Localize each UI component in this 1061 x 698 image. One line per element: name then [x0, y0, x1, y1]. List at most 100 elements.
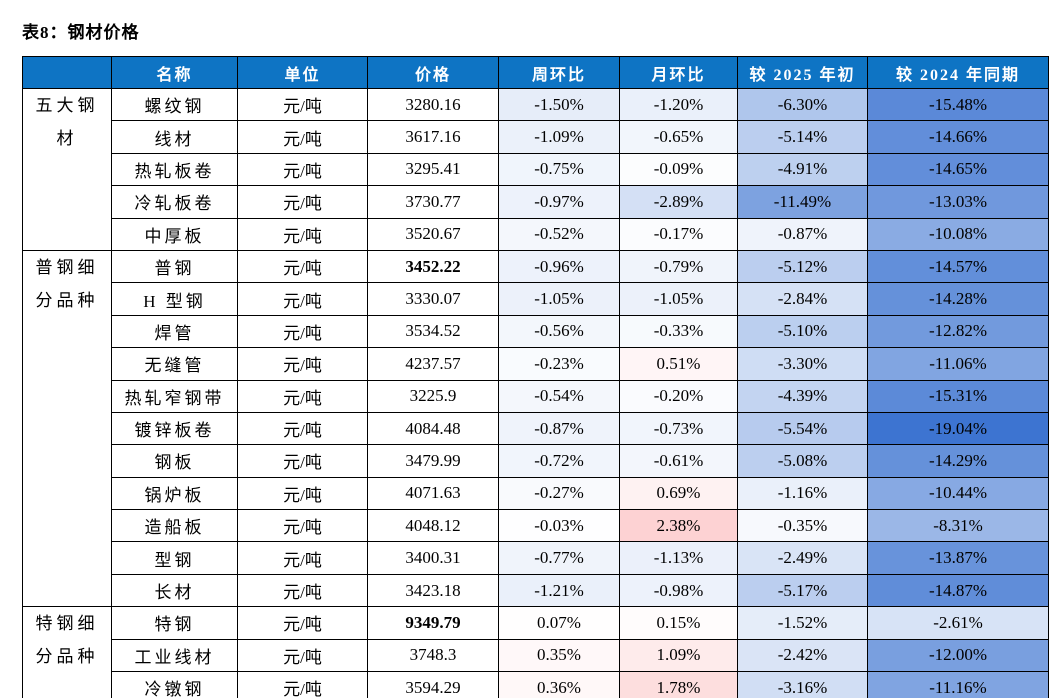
row-name-cell: 热轧窄钢带	[111, 379, 238, 413]
table-row: 无缝管 元/吨 4237.57 -0.23% 0.51% -3.30% -11.06%	[23, 347, 1049, 381]
row-price-cell: 3225.9	[367, 379, 499, 413]
row-name-cell: 中厚板	[111, 217, 238, 251]
table-row: 特钢细 分品种 特钢 元/吨 9349.79 0.07% 0.15% -1.52% -2.61…	[22, 606, 1049, 698]
row-yoy-cell: -14.28%	[867, 282, 1049, 316]
table-row: 普钢细 分品种 普钢 元/吨 3452.22 -0.96% -0.79% -5.12% -14…	[22, 249, 1049, 608]
table-row: 中厚板 元/吨 3520.67 -0.52% -0.17% -0.87% -10.08%	[23, 217, 1049, 251]
row-unit-cell: 元/吨	[237, 509, 368, 543]
row-price-cell: 4071.63	[367, 476, 499, 511]
row-ytd-cell: -2.49%	[737, 541, 868, 575]
row-name-cell: 螺纹钢	[111, 87, 238, 122]
row-ytd-cell: -5.12%	[737, 249, 868, 284]
row-ytd-cell: -5.54%	[737, 411, 868, 446]
table-row: 线材 元/吨 3617.16 -1.09% -0.65% -5.14% -14.66%	[23, 120, 1049, 154]
row-mom-cell: -0.09%	[619, 152, 738, 187]
group-label: 特钢细 分品种	[22, 606, 112, 698]
row-unit-cell: 元/吨	[237, 152, 368, 187]
row-unit-cell: 元/吨	[237, 411, 368, 446]
row-ytd-cell: -11.49%	[737, 185, 868, 219]
table-row: 长材 元/吨 3423.18 -1.21% -0.98% -5.17% -14.87%	[23, 573, 1049, 608]
header-unit: 单位	[237, 56, 368, 89]
row-yoy-cell: -12.82%	[867, 314, 1049, 349]
row-yoy-cell: -10.08%	[867, 217, 1049, 251]
row-price-cell: 3452.22	[367, 249, 499, 284]
row-mom-cell: -0.73%	[619, 411, 738, 446]
row-unit-cell: 元/吨	[237, 638, 368, 673]
row-wow-cell: -0.72%	[498, 444, 620, 478]
row-name-cell: 冷镦钢	[111, 671, 238, 698]
row-yoy-cell: -13.03%	[867, 185, 1049, 219]
row-unit-cell: 元/吨	[237, 379, 368, 413]
table-row: 镀锌板卷 元/吨 4084.48 -0.87% -0.73% -5.54% -19.04%	[23, 411, 1049, 446]
row-price-cell: 9349.79	[367, 606, 499, 640]
row-ytd-cell: -5.08%	[737, 444, 868, 478]
row-yoy-cell: -13.87%	[867, 541, 1049, 575]
row-price-cell: 3594.29	[367, 671, 499, 698]
header-wow: 周环比	[498, 56, 620, 89]
row-unit-cell: 元/吨	[237, 282, 368, 316]
row-wow-cell: 0.36%	[498, 671, 620, 698]
table-row: H 型钢 元/吨 3330.07 -1.05% -1.05% -2.84% -14.28%	[23, 282, 1049, 316]
row-yoy-cell: -14.66%	[867, 120, 1049, 154]
row-price-cell: 4084.48	[367, 411, 499, 446]
row-ytd-cell: -5.17%	[737, 573, 868, 608]
row-wow-cell: -0.77%	[498, 541, 620, 575]
row-yoy-cell: -11.06%	[867, 347, 1049, 381]
row-wow-cell: -1.21%	[498, 573, 620, 608]
row-name-cell: 镀锌板卷	[111, 411, 238, 446]
row-mom-cell: -0.20%	[619, 379, 738, 413]
row-name-cell: 造船板	[111, 509, 238, 543]
row-unit-cell: 元/吨	[237, 606, 368, 640]
row-price-cell: 3295.41	[367, 152, 499, 187]
row-wow-cell: -0.87%	[498, 411, 620, 446]
table-row: 冷轧板卷 元/吨 3730.77 -0.97% -2.89% -11.49% -13.03%	[23, 185, 1049, 219]
table-row: 工业线材 元/吨 3748.3 0.35% 1.09% -2.42% -12.00%	[23, 638, 1049, 673]
row-price-cell: 3330.07	[367, 282, 499, 316]
group-label: 普钢细 分品种	[22, 249, 112, 608]
row-yoy-cell: -11.16%	[867, 671, 1049, 698]
row-price-cell: 4237.57	[367, 347, 499, 381]
group-label: 五大钢 材	[22, 88, 112, 251]
row-yoy-cell: -15.31%	[867, 379, 1049, 413]
row-mom-cell: 0.69%	[619, 476, 738, 511]
row-wow-cell: -0.75%	[498, 152, 620, 187]
row-unit-cell: 元/吨	[237, 249, 368, 284]
row-name-cell: 冷轧板卷	[111, 185, 238, 219]
header-mom: 月环比	[619, 56, 738, 89]
row-yoy-cell: -12.00%	[867, 638, 1049, 673]
row-wow-cell: -0.54%	[498, 379, 620, 413]
row-mom-cell: -0.33%	[619, 314, 738, 349]
row-mom-cell: 2.38%	[619, 509, 738, 543]
table-row: 型钢 元/吨 3400.31 -0.77% -1.13% -2.49% -13.87%	[23, 541, 1049, 575]
header-name: 名称	[111, 56, 238, 89]
header-row: 名称 单位 价格 周环比 月环比 较 2025 年初 较 2024 年同期	[22, 56, 1049, 89]
header-vs-2025-start: 较 2025 年初	[737, 56, 868, 89]
row-price-cell: 3748.3	[367, 638, 499, 673]
row-unit-cell: 元/吨	[237, 314, 368, 349]
row-name-cell: H 型钢	[111, 282, 238, 316]
table-row: 热轧窄钢带 元/吨 3225.9 -0.54% -0.20% -4.39% -15.31%	[23, 379, 1049, 413]
row-yoy-cell: -19.04%	[867, 411, 1049, 446]
row-wow-cell: 0.07%	[498, 606, 620, 640]
row-yoy-cell: -14.87%	[867, 573, 1049, 608]
row-wow-cell: -1.09%	[498, 120, 620, 154]
row-ytd-cell: -2.42%	[737, 638, 868, 673]
row-unit-cell: 元/吨	[237, 120, 368, 154]
row-unit-cell: 元/吨	[237, 347, 368, 381]
row-price-cell: 3479.99	[367, 444, 499, 478]
table-row: 冷镦钢 元/吨 3594.29 0.36% 1.78% -3.16% -11.16%	[23, 671, 1049, 698]
row-yoy-cell: -2.61%	[867, 606, 1049, 640]
row-wow-cell: -0.96%	[498, 249, 620, 284]
row-mom-cell: -1.13%	[619, 541, 738, 575]
row-mom-cell: -2.89%	[619, 185, 738, 219]
row-wow-cell: 0.35%	[498, 638, 620, 673]
row-price-cell: 3400.31	[367, 541, 499, 575]
header-price: 价格	[367, 56, 499, 89]
row-name-cell: 工业线材	[111, 638, 238, 673]
row-mom-cell: -1.20%	[619, 87, 738, 122]
row-ytd-cell: -4.91%	[737, 152, 868, 187]
row-yoy-cell: -14.29%	[867, 444, 1049, 478]
table-body: 五大钢 材螺纹钢 元/吨 3280.16 -1.50% -1.20% -6.30% -15.…	[22, 87, 1049, 698]
row-ytd-cell: -4.39%	[737, 379, 868, 413]
